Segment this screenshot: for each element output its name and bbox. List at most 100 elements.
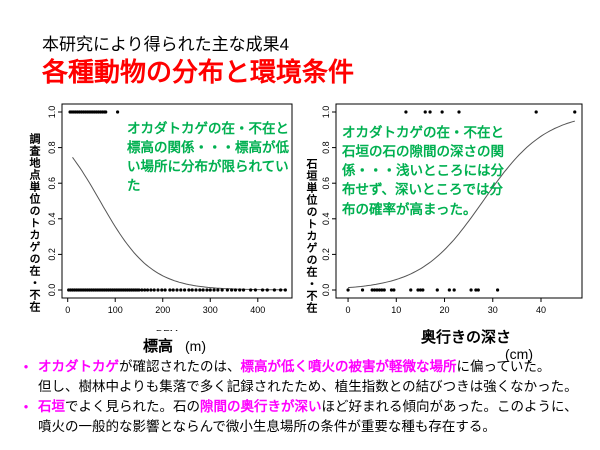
left-chart-ylabel: 調査地点単位のトカゲの在・不在: [28, 133, 40, 313]
absence-point: [145, 288, 150, 292]
absence-point: [208, 288, 212, 292]
bullet-text: オカダトカゲが確認されたのは、標高が低く噴火の被害が軽微な場所に偏っていた。: [38, 357, 592, 377]
absence-point: [474, 288, 478, 292]
plain-text: が確認されたのは、: [119, 359, 241, 374]
absence-point: [253, 288, 258, 292]
absence-point: [360, 288, 365, 292]
absence-point: [392, 288, 396, 292]
absence-point: [377, 288, 382, 292]
absence-point: [421, 288, 425, 292]
absence-point: [447, 288, 451, 292]
right-chart-ylabel: 石垣単位のトカゲの在・不在: [305, 158, 317, 314]
y-tick-label: 0.6: [321, 177, 331, 190]
x-tick-label: 40: [536, 305, 546, 315]
y-tick-label: 1.0: [321, 106, 331, 119]
absence-point: [168, 288, 172, 292]
y-tick-label: 0.4: [321, 213, 331, 226]
highlighted-text: 隙間の奥行きが深い: [200, 399, 322, 414]
absence-point: [190, 288, 194, 292]
y-tick-label: 0.2: [321, 248, 331, 261]
absence-point: [372, 288, 377, 292]
absence-point: [233, 288, 238, 292]
x-tick-label: 400: [250, 305, 265, 315]
highlighted-text: 石垣: [38, 399, 65, 414]
x-tick-label: 0: [65, 305, 70, 315]
absence-point: [160, 288, 164, 292]
presence-point: [573, 110, 577, 114]
plain-text: 但し、樹林中よりも集落で多く記録されたため、植生指数との結びつきは強くなかった。: [38, 379, 578, 394]
absence-point: [175, 288, 179, 292]
plain-text: ほど好まれる傾向があった。このように、: [321, 399, 578, 414]
absence-point: [179, 288, 183, 292]
bullets: ● オカダトカゲが確認されたのは、標高が低く噴火の被害が軽微な場所に偏っていた。但…: [14, 357, 592, 437]
absence-point: [389, 288, 394, 292]
x-axis-unit: (m): [185, 338, 206, 354]
presence-point: [104, 110, 108, 114]
presence-point: [428, 110, 432, 114]
absence-point: [149, 288, 153, 292]
y-tick-label: 0.0: [47, 284, 57, 297]
slide-subtitle: 本研究により得られた主な成果4: [42, 35, 290, 54]
presence-point: [423, 110, 427, 114]
absence-point: [194, 288, 198, 292]
slide-title: 各種動物の分布と環境条件: [42, 57, 355, 87]
absence-point: [346, 288, 350, 292]
absence-point: [409, 288, 413, 292]
absence-point: [375, 288, 379, 292]
plain-text: に偏っていた。: [456, 359, 551, 374]
label-cover-box: [62, 331, 292, 347]
x-tick-label: 200: [155, 305, 170, 315]
absence-point: [241, 288, 246, 292]
y-tick-label: 0.4: [47, 213, 57, 226]
left-chart-annotation: オカダトカゲの在・不在と標高の関係・・・標高が低い場所に分布が限られていた: [127, 121, 289, 194]
absence-point: [380, 288, 384, 292]
presence-point: [534, 110, 538, 114]
absence-point: [469, 288, 473, 292]
bullet-line: 噴火の一般的な影響とならんで微小生息場所の条件が重要な種も存在する。: [14, 417, 592, 437]
plot-box: [335, 103, 583, 299]
presence-point: [457, 110, 461, 114]
absence-point: [171, 288, 175, 292]
bullet-text: 噴火の一般的な影響とならんで微小生息場所の条件が重要な種も存在する。: [38, 417, 592, 437]
y-tick-label: 0.2: [47, 248, 57, 261]
right-chart: 0 10 20 30 40 0.0 0.2 0.4 0.6 0.8 1.0 奥行きの深さ(cm): [321, 103, 583, 362]
absence-point: [143, 288, 147, 292]
x-axis-unit: (cm): [505, 346, 533, 362]
absence-point: [212, 288, 216, 292]
highlighted-text: 標高が低く噴火の被害が軽微な場所: [240, 359, 457, 374]
x-tick-label: 20: [440, 305, 450, 315]
x-axis-label: 奥行きの深さ: [421, 328, 511, 346]
absence-point: [260, 288, 265, 292]
y-tick-label: 0.8: [47, 141, 57, 154]
absence-point: [156, 288, 160, 292]
bullet-marker: ●: [23, 362, 29, 371]
bullet-line: ● オカダトカゲが確認されたのは、標高が低く噴火の被害が軽微な場所に偏っていた。: [14, 357, 592, 377]
absence-point: [418, 288, 423, 292]
absence-point: [163, 288, 167, 292]
absence-point: [283, 288, 287, 292]
y-tick-label: 1.0: [47, 106, 57, 119]
absence-point: [416, 288, 420, 292]
logistic-curve: [348, 120, 575, 289]
absence-point: [216, 288, 220, 292]
presence-point: [115, 110, 120, 114]
x-tick-label: 0: [346, 305, 351, 315]
plain-text: 噴火の一般的な影響とならんで微小生息場所の条件が重要な種も存在する。: [38, 419, 496, 434]
y-tick-label: 0.8: [321, 141, 331, 154]
y-tick-label: 0.6: [47, 177, 57, 190]
absence-point: [205, 288, 209, 292]
absence-point: [230, 288, 234, 292]
absence-point: [183, 288, 187, 292]
absence-point: [220, 288, 224, 292]
absence-point: [272, 288, 277, 292]
x-axis-label: 標高: [143, 337, 173, 355]
bullet-text: 石垣でよく見られた。石の隙間の奥行きが深いほど好まれる傾向があった。このように、: [38, 397, 592, 417]
plain-text: でよく見られた。石の: [65, 399, 200, 414]
x-tick-label: 10: [391, 305, 401, 315]
absence-point: [225, 288, 229, 292]
absence-point: [495, 288, 500, 292]
bullet-marker: ●: [23, 402, 29, 411]
right-chart-annotation: オカダトカゲの在・不在と石垣の石の隙間の深さの関係・・・浅いところには分布せず、…: [342, 125, 504, 217]
absence-point: [370, 288, 374, 292]
bullet-line: 但し、樹林中よりも集落で多く記録されたため、植生指数との結びつきは強くなかった。: [14, 377, 592, 397]
